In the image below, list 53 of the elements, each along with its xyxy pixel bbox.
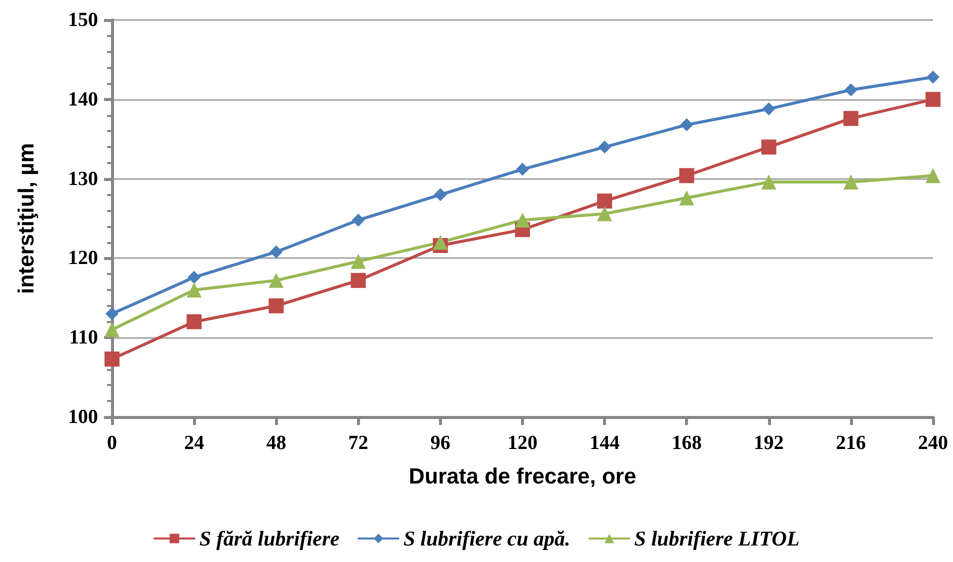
x-tick-label: 240 xyxy=(918,432,948,454)
y-tick-label: 100 xyxy=(68,406,98,428)
x-tick-label: 168 xyxy=(672,432,702,454)
y-tick-label: 110 xyxy=(69,326,98,349)
point xyxy=(515,212,530,228)
point xyxy=(186,314,202,330)
legend-label: S fără lubrifiere xyxy=(199,526,340,550)
point xyxy=(350,272,366,288)
y-tick-label: 120 xyxy=(68,247,98,270)
point xyxy=(597,206,612,222)
y-tick-label: 140 xyxy=(68,88,98,110)
point xyxy=(597,194,612,209)
point xyxy=(270,245,283,258)
point xyxy=(843,110,858,126)
point xyxy=(268,272,284,288)
point xyxy=(762,102,776,116)
x-tick-label: 96 xyxy=(430,432,450,454)
point xyxy=(350,254,366,269)
point xyxy=(352,214,365,227)
point xyxy=(186,282,202,298)
point xyxy=(432,234,448,250)
x-tick-label: 192 xyxy=(754,432,784,454)
y-tick-label: 150 xyxy=(68,9,98,31)
point xyxy=(598,140,612,154)
x-tick-label: 216 xyxy=(836,432,866,454)
y-axis-title: interstiţiul, µm xyxy=(14,143,38,294)
point xyxy=(104,352,120,367)
point xyxy=(516,162,529,176)
x-tick-label: 0 xyxy=(107,432,117,454)
point xyxy=(843,174,858,190)
y-tick-label: 130 xyxy=(68,168,98,190)
point xyxy=(679,168,694,184)
x-tick-label: 144 xyxy=(590,432,620,454)
point xyxy=(680,118,694,132)
point xyxy=(679,190,694,206)
point xyxy=(268,298,284,314)
point xyxy=(434,188,447,202)
x-tick-label: 72 xyxy=(348,432,368,454)
x-tick-label: 120 xyxy=(508,432,538,454)
point xyxy=(106,307,118,320)
point xyxy=(761,174,776,190)
x-axis-title: Durata de frecare, ore xyxy=(408,464,636,488)
point xyxy=(926,70,940,84)
point xyxy=(926,92,940,107)
x-tick-label: 48 xyxy=(266,432,286,454)
point xyxy=(844,83,858,96)
legend-label: S lubrifiere LITOL xyxy=(634,526,800,550)
point xyxy=(188,270,201,284)
point xyxy=(926,168,940,184)
legend-label: S lubrifiere cu apă. xyxy=(403,526,570,550)
point xyxy=(761,140,776,155)
point xyxy=(104,322,120,338)
x-tick-label: 24 xyxy=(184,432,204,454)
